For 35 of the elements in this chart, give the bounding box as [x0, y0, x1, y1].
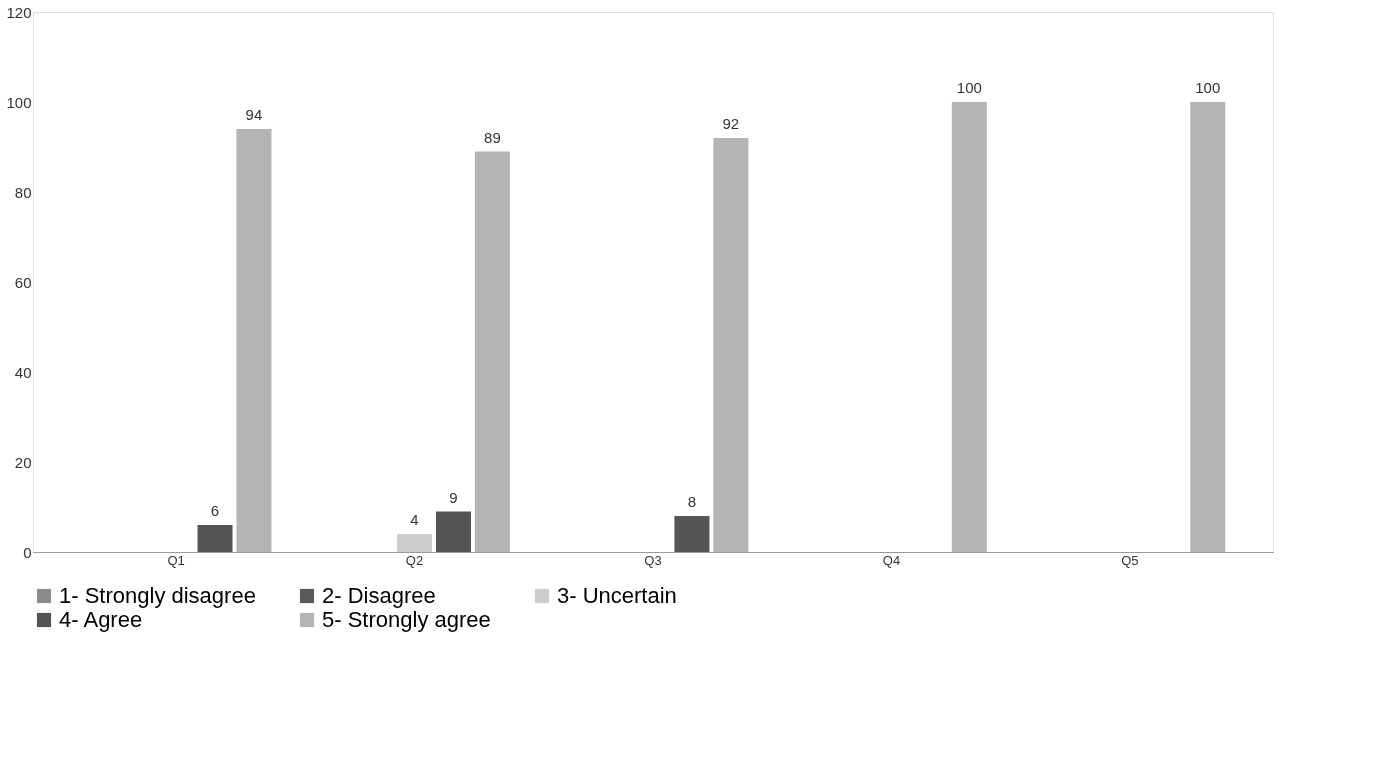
data-label: 100 [1195, 79, 1221, 96]
data-label: 100 [956, 79, 982, 96]
legend-label: 3- Uncertain [557, 583, 677, 608]
y-tick-label: 0 [23, 543, 32, 561]
y-tick-label: 60 [14, 273, 32, 291]
bar [435, 511, 471, 552]
legend-label: 4- Agree [59, 607, 143, 632]
data-label: 89 [484, 128, 501, 146]
y-tick-label: 120 [6, 3, 32, 21]
data-label: 8 [687, 493, 697, 510]
data-label: 4 [410, 511, 419, 528]
data-label: 6 [210, 502, 220, 519]
bar [1190, 102, 1226, 552]
x-tick-label: Q2 [405, 552, 424, 568]
x-tick-label: Q4 [882, 552, 901, 568]
bar [713, 138, 749, 552]
x-tick-label: Q5 [1121, 552, 1139, 568]
bar [197, 525, 233, 552]
y-tick-label: 80 [14, 183, 32, 201]
legend-label: 5- Strongly agree [322, 607, 491, 632]
bar [236, 129, 272, 552]
data-label: 92 [722, 115, 740, 132]
y-tick-label: 20 [14, 453, 32, 471]
bar [397, 534, 433, 552]
y-tick-label: 100 [6, 93, 32, 111]
data-label: 94 [245, 106, 263, 123]
bar [474, 151, 510, 552]
legend-label: 2- Disagree [322, 583, 436, 608]
x-tick-label: Q1 [167, 552, 185, 568]
bar [674, 516, 710, 552]
data-label: 9 [449, 488, 458, 506]
x-tick-label: Q3 [644, 552, 662, 568]
bar [951, 102, 987, 552]
y-tick-label: 40 [14, 363, 32, 381]
legend-label: 1- Strongly disagree [59, 583, 256, 608]
